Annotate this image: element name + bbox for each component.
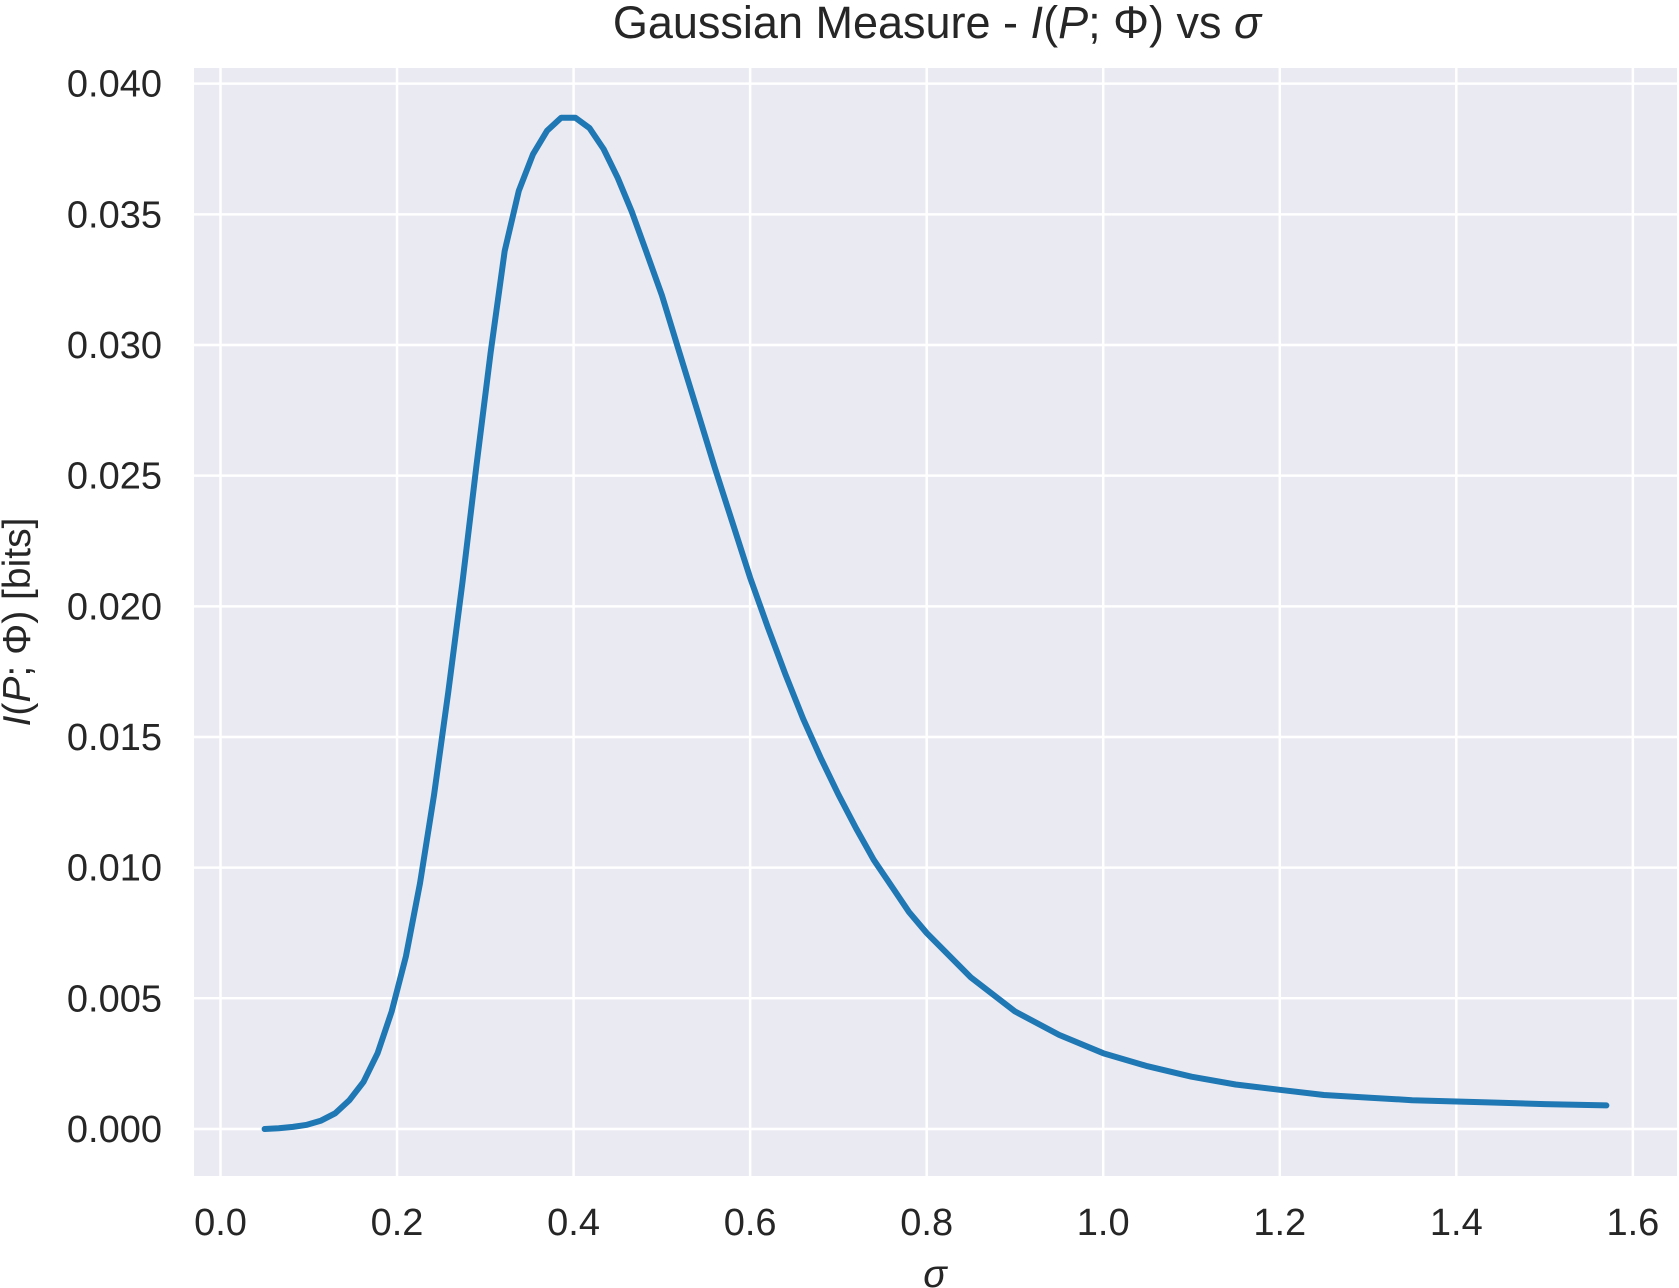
x-axis-label: σ: [923, 1253, 948, 1288]
x-tick-label: 0.0: [194, 1202, 247, 1244]
x-tick-label: 0.2: [371, 1202, 424, 1244]
y-tick-label: 0.035: [67, 194, 162, 236]
series-line-0: [261, 114, 1610, 1132]
x-tick-label: 1.0: [1077, 1202, 1130, 1244]
y-tick-label: 0.025: [67, 456, 162, 498]
y-tick-labels: 0.000 0.005 0.010 0.015 0.020 0.025 0.030 0.035…: [67, 64, 162, 1151]
y-axis-label: I(P; Φ) [bits]: [0, 518, 39, 727]
plot-area: [194, 68, 1677, 1176]
x-tick-label: 0.6: [724, 1202, 777, 1244]
y-tick-label: 0.000: [67, 1109, 162, 1151]
y-tick-label: 0.005: [67, 978, 162, 1020]
y-gridlines: [194, 82, 1677, 1131]
y-tick-label: 0.020: [67, 586, 162, 628]
y-tick-label: 0.040: [67, 64, 162, 106]
y-tick-label: 0.030: [67, 325, 162, 367]
y-tick-label: 0.010: [67, 848, 162, 890]
x-tick-label: 1.4: [1430, 1202, 1483, 1244]
x-tick-label: 0.8: [900, 1202, 953, 1244]
y-tick-label: 0.015: [67, 717, 162, 759]
x-gridlines: [219, 68, 1635, 1176]
x-tick-label: 1.6: [1606, 1202, 1659, 1244]
x-tick-label: 1.2: [1253, 1202, 1306, 1244]
series-layer: [261, 114, 1610, 1132]
x-tick-label: 0.4: [547, 1202, 600, 1244]
chart-title: Gaussian Measure - I(P; Φ) vs σ: [613, 0, 1263, 48]
x-tick-labels: 0.0 0.2 0.4 0.6 0.8 1.0 1.2 1.4 1.6: [194, 1202, 1659, 1244]
